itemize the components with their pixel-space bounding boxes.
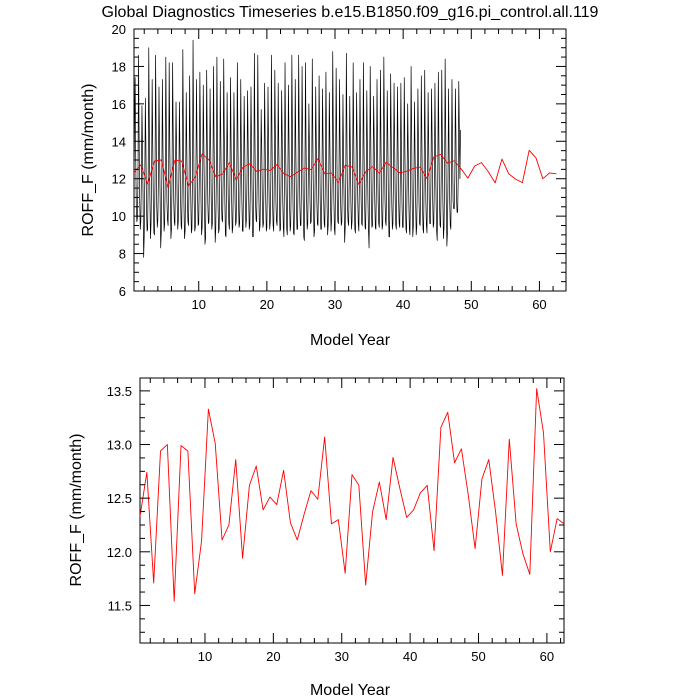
y-tick-label: 6 bbox=[119, 284, 126, 299]
y-tick-label: 18 bbox=[112, 59, 126, 74]
monthly-series-line bbox=[133, 39, 461, 258]
top-series-group bbox=[133, 39, 557, 258]
top-y-axis-label: ROFF_F (mm/month) bbox=[80, 84, 97, 237]
y-tick-label: 12.5 bbox=[107, 491, 132, 506]
x-tick-label: 40 bbox=[396, 297, 410, 312]
bottom-panel: 10 20 30 40 50 60 11.5 12.0 12.5 13.0 13.5 Model … bbox=[68, 377, 565, 699]
top-x-ticks: 10 20 30 40 50 60 bbox=[143, 29, 554, 312]
x-tick-label: 50 bbox=[471, 649, 485, 664]
bottom-series-group bbox=[139, 388, 565, 602]
x-tick-label: 60 bbox=[532, 297, 546, 312]
y-tick-label: 11.5 bbox=[108, 598, 132, 613]
top-y-ticks: 6 8 10 12 14 16 18 20 bbox=[112, 22, 566, 299]
y-tick-label: 12 bbox=[112, 172, 126, 187]
chart-title: Global Diagnostics Timeseries b.e15.B185… bbox=[102, 4, 599, 21]
y-tick-label: 10 bbox=[112, 209, 126, 224]
x-tick-label: 10 bbox=[191, 297, 205, 312]
y-tick-label: 13.0 bbox=[107, 438, 132, 453]
bottom-y-axis-label: ROFF_F (mm/month) bbox=[68, 434, 85, 587]
y-tick-label: 13.5 bbox=[107, 384, 132, 399]
x-tick-label: 20 bbox=[260, 297, 274, 312]
x-tick-label: 40 bbox=[403, 649, 417, 664]
annual-mean-series-line bbox=[133, 149, 557, 188]
top-panel: 10 20 30 40 50 60 6 8 10 12 14 16 18 20 Model Year R… bbox=[80, 22, 567, 349]
top-plot-frame bbox=[133, 28, 567, 292]
y-tick-label: 12.0 bbox=[107, 545, 132, 560]
bottom-y-ticks: 11.5 12.0 12.5 13.0 13.5 bbox=[107, 384, 564, 633]
annual-mean-series-line bbox=[139, 388, 565, 602]
bottom-x-ticks: 10 20 30 40 50 60 bbox=[149, 378, 562, 664]
y-tick-label: 8 bbox=[119, 247, 126, 262]
x-tick-label: 30 bbox=[328, 297, 342, 312]
x-tick-label: 50 bbox=[464, 297, 478, 312]
x-tick-label: 10 bbox=[198, 649, 212, 664]
y-tick-label: 14 bbox=[112, 134, 126, 149]
bottom-x-axis-label: Model Year bbox=[310, 682, 391, 699]
x-tick-label: 60 bbox=[540, 649, 554, 664]
bottom-plot-frame bbox=[139, 377, 565, 644]
x-tick-label: 20 bbox=[266, 649, 280, 664]
top-x-axis-label: Model Year bbox=[310, 332, 391, 349]
y-tick-label: 20 bbox=[112, 22, 126, 37]
x-tick-label: 30 bbox=[335, 649, 349, 664]
y-tick-label: 16 bbox=[112, 97, 126, 112]
